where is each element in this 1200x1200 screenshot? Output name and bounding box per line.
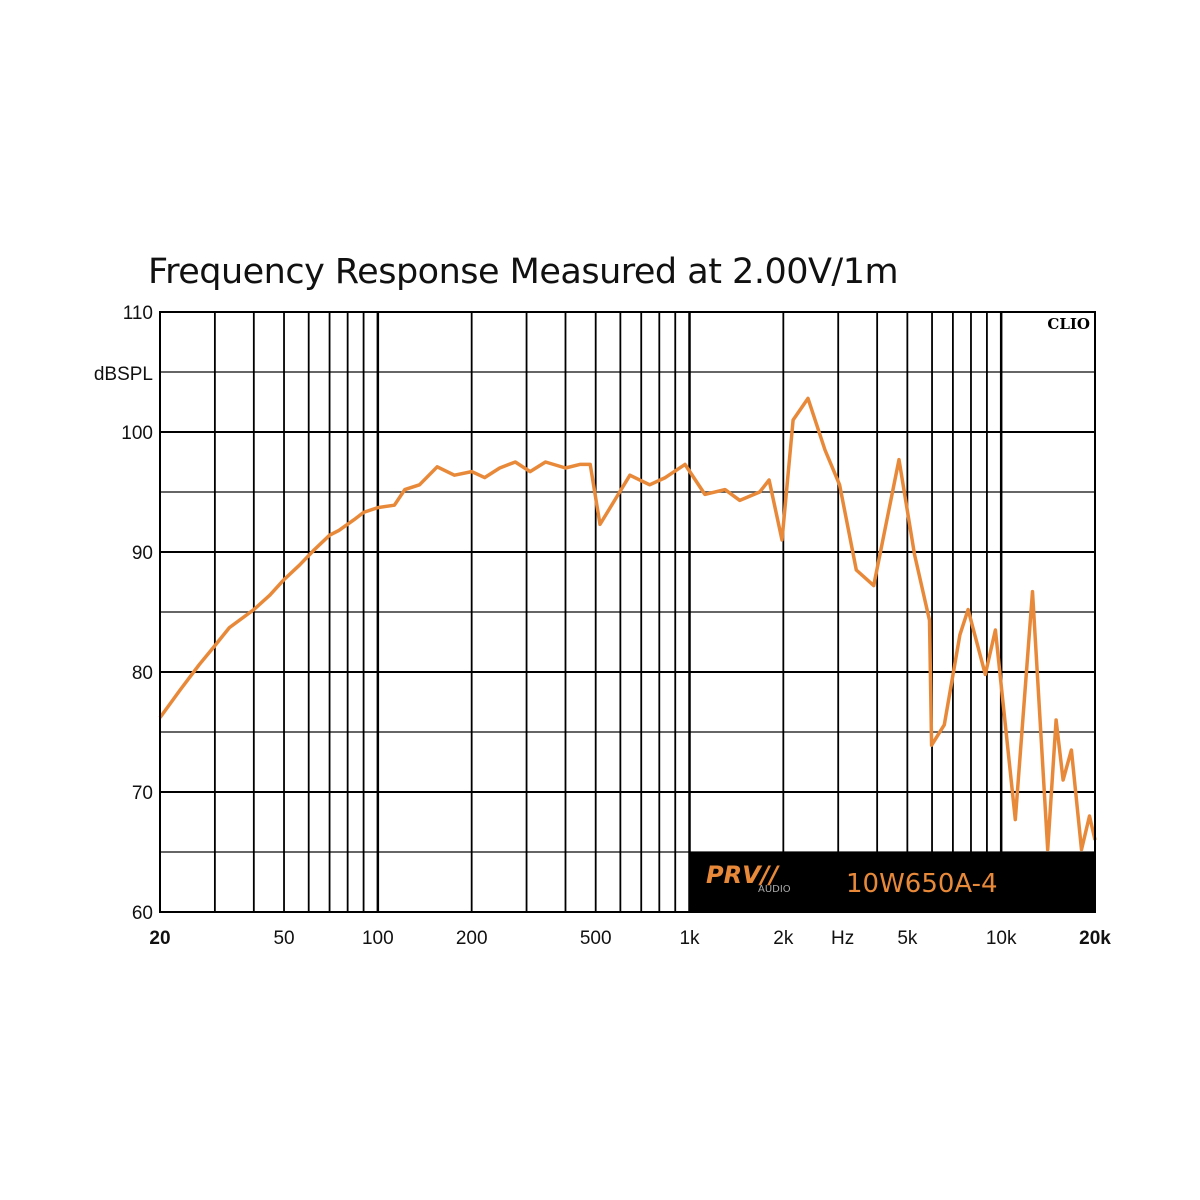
series-line	[158, 396, 1097, 852]
brand-box-bg	[690, 852, 1095, 912]
brand-logo-sub: AUDIO	[758, 884, 791, 895]
grid	[160, 312, 1095, 912]
brand-logo: PRV//	[706, 861, 780, 889]
y-tick-label: 110	[123, 303, 153, 324]
x-tick-label: 2k	[773, 928, 794, 949]
x-tick-label: 20	[149, 928, 170, 949]
y-tick-label: 100	[121, 423, 153, 444]
model-label: 10W650A-4	[846, 869, 998, 899]
y-axis: 110 100 90 80 70 60	[121, 303, 153, 924]
x-tick-label: 100	[362, 928, 394, 949]
brand-box: PRV// AUDIO 10W650A-4	[690, 852, 1095, 912]
x-tick-label: 5k	[897, 928, 918, 949]
y-tick-label: 80	[132, 663, 153, 684]
x-tick-label: 1k	[679, 928, 700, 949]
plot-frame	[159, 311, 1096, 913]
y-axis-label: dBSPL	[94, 364, 153, 385]
x-axis-label: Hz	[831, 928, 854, 949]
chart-title: Frequency Response Measured at 2.00V/1m	[148, 252, 899, 292]
y-tick-label: 90	[132, 543, 153, 564]
clio-watermark: CLIO	[1047, 315, 1090, 333]
x-tick-label: 10k	[986, 928, 1017, 949]
x-tick-label: 20k	[1079, 928, 1111, 949]
x-tick-label: 50	[273, 928, 294, 949]
x-axis: 20 50 100 200 500 1k 2k 5k 10k 20k	[149, 928, 1111, 949]
x-tick-label: 500	[580, 928, 612, 949]
y-tick-label: 70	[132, 783, 153, 804]
x-tick-label: 200	[456, 928, 488, 949]
y-tick-label: 60	[132, 903, 153, 924]
